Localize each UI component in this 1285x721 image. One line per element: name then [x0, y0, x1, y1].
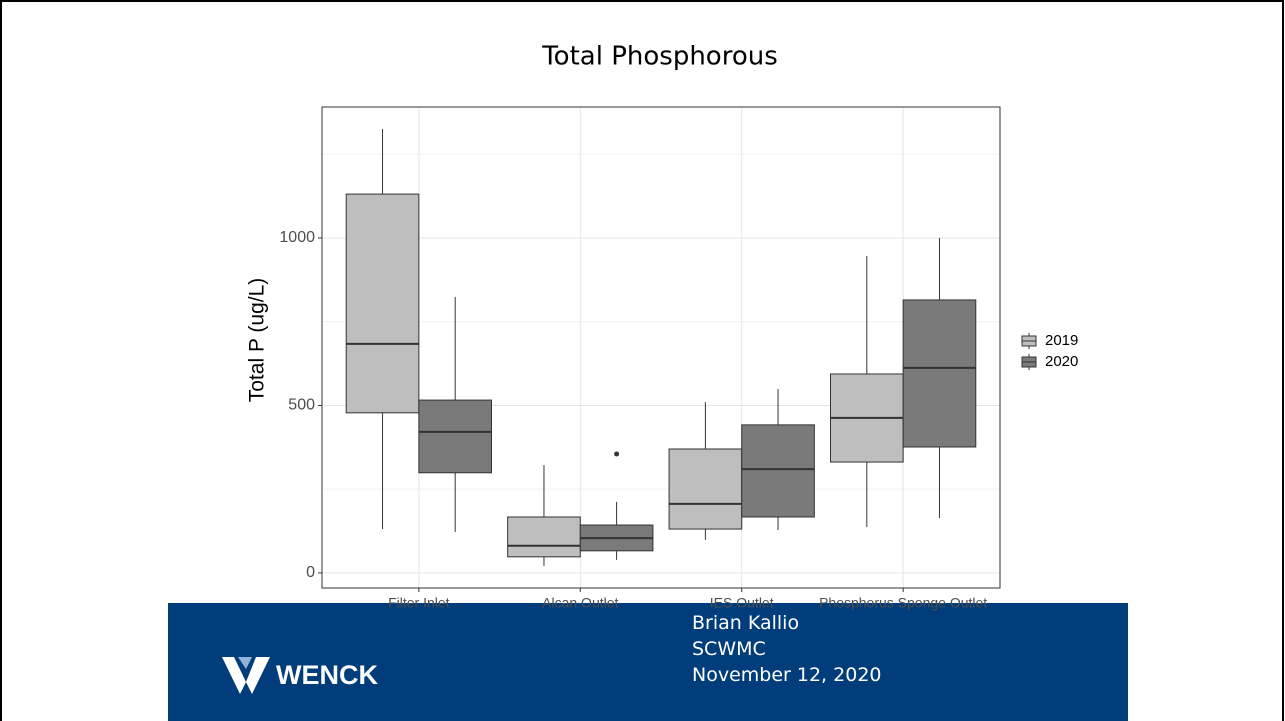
chart-title: Total Phosphorous	[541, 42, 778, 72]
logo-text: WENCK	[276, 660, 378, 690]
legend-label: 2019	[1045, 332, 1078, 349]
y-tick-label: 500	[288, 397, 315, 414]
box	[345, 193, 420, 414]
y-axis-label: Total P (ug/L)	[246, 278, 269, 403]
y-tick-label: 1000	[279, 229, 315, 246]
logo-icon	[222, 657, 270, 694]
box	[902, 299, 977, 448]
footer-band	[168, 603, 1128, 721]
x-tick-label: IES Outlet	[710, 595, 774, 611]
logo-shape	[222, 657, 246, 694]
legend-label: 2020	[1045, 353, 1078, 370]
box	[507, 516, 581, 558]
x-tick-label: Alcan Outlet	[542, 595, 618, 611]
footer-line: Brian Kallio	[692, 612, 800, 634]
logo-shape	[246, 657, 270, 694]
footer-line: November 12, 2020	[692, 664, 882, 686]
plot-border	[321, 106, 1001, 589]
logo-shape	[238, 657, 252, 669]
y-tick-label: 0	[306, 564, 315, 581]
outlier	[614, 451, 620, 457]
box	[418, 399, 493, 474]
x-tick-label: Filter Inlet	[388, 595, 450, 611]
plot-panel	[322, 107, 1000, 588]
box	[668, 448, 743, 530]
footer-line: SCWMC	[692, 638, 766, 660]
footer-text: Brian Kallio SCWMC November 12, 2020	[692, 610, 882, 688]
x-tick-label: Phosphorus Sponge Outlet	[819, 595, 987, 611]
box	[741, 424, 815, 518]
